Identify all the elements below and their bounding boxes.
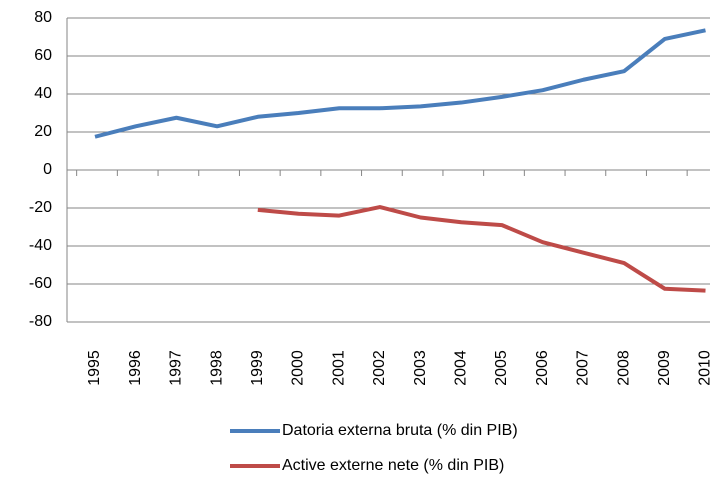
x-tick-label: 1996	[127, 350, 144, 386]
x-tick-label: 1998	[208, 350, 225, 386]
y-tick-label: -60	[29, 275, 52, 292]
y-tick-label: 0	[43, 161, 52, 178]
x-tick-label: 1995	[86, 350, 103, 386]
y-tick-label: 20	[34, 123, 52, 140]
x-tick-label: 2003	[412, 350, 429, 386]
x-tick-label: 2009	[656, 350, 673, 386]
y-tick-label: -40	[29, 237, 52, 254]
y-tick-label: -20	[29, 199, 52, 216]
x-tick-label: 2004	[453, 350, 470, 386]
x-tick-label: 2001	[330, 350, 347, 386]
x-tick-label: 2005	[493, 350, 510, 386]
x-tick-label: 2000	[290, 350, 307, 386]
x-tick-label: 2008	[615, 350, 632, 386]
legend-label: Active externe nete (% din PIB)	[282, 457, 504, 474]
x-tick-label: 2006	[534, 350, 551, 386]
y-tick-label: 80	[34, 9, 52, 26]
legend-label: Datoria externa bruta (% din PIB)	[282, 422, 518, 439]
x-tick-label: 1999	[249, 350, 266, 386]
x-tick-label: 1997	[168, 350, 185, 386]
x-tick-label: 2002	[371, 350, 388, 386]
series-line	[94, 28, 706, 139]
x-tick-label: 2007	[575, 350, 592, 386]
x-tick-label: 2010	[697, 350, 710, 386]
y-tick-label: 40	[34, 85, 52, 102]
series-line	[257, 205, 706, 293]
y-tick-label: 60	[34, 47, 52, 64]
y-tick-label: -80	[29, 313, 52, 330]
